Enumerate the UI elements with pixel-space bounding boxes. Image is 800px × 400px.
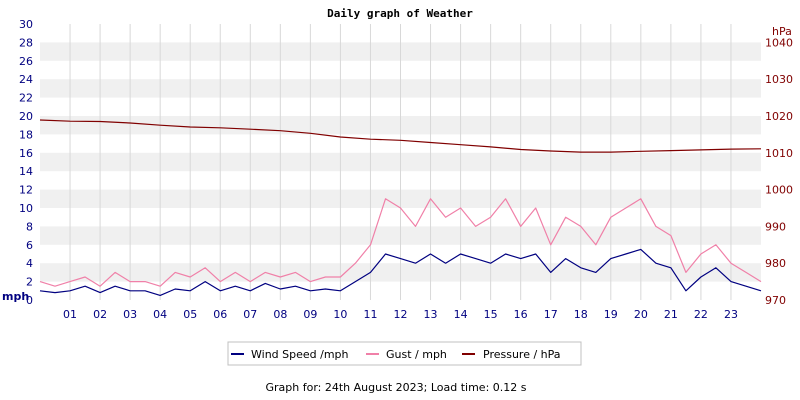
axis-labels: 0246810121416182022242628309709809901000… — [19, 18, 793, 321]
x-tick-label: 04 — [153, 308, 167, 321]
right-tick-label: 1040 — [765, 36, 793, 49]
left-tick-label: 18 — [19, 128, 33, 141]
x-tick-label: 21 — [664, 308, 678, 321]
left-tick-label: 10 — [19, 202, 33, 215]
left-tick-label: 12 — [19, 184, 33, 197]
x-tick-label: 13 — [424, 308, 438, 321]
x-tick-label: 07 — [243, 308, 257, 321]
left-tick-label: 20 — [19, 110, 33, 123]
x-tick-label: 17 — [544, 308, 558, 321]
right-tick-label: 1020 — [765, 110, 793, 123]
left-tick-label: 26 — [19, 55, 33, 68]
series-line-pressure — [39, 119, 762, 153]
left-tick-label: 28 — [19, 36, 33, 49]
x-tick-label: 22 — [694, 308, 708, 321]
series-line-gust — [39, 198, 762, 287]
x-tick-label: 12 — [394, 308, 408, 321]
left-tick-label: 16 — [19, 147, 33, 160]
x-tick-label: 01 — [63, 308, 77, 321]
right-tick-label: 1010 — [765, 147, 793, 160]
legend-label-wind: Wind Speed /mph — [251, 348, 349, 361]
left-tick-label: 30 — [19, 18, 33, 31]
x-tick-label: 14 — [454, 308, 468, 321]
x-tick-label: 19 — [604, 308, 618, 321]
x-tick-label: 11 — [363, 308, 377, 321]
footer-text: Graph for: 24th August 2023; Load time: … — [266, 381, 527, 394]
left-tick-label: 4 — [26, 257, 33, 270]
right-tick-label: 1000 — [765, 184, 793, 197]
left-tick-label: 6 — [26, 239, 33, 252]
x-tick-label: 15 — [484, 308, 498, 321]
series-lines — [39, 119, 762, 296]
x-tick-label: 09 — [303, 308, 317, 321]
right-tick-label: 980 — [765, 257, 786, 270]
left-axis-unit: mph — [2, 290, 29, 303]
right-tick-label: 1030 — [765, 73, 793, 86]
left-tick-label: 0 — [26, 294, 33, 307]
left-tick-label: 2 — [26, 276, 33, 289]
right-tick-label: 990 — [765, 220, 786, 233]
legend-label-gust: Gust / mph — [386, 348, 447, 361]
right-tick-label: 970 — [765, 294, 786, 307]
legend: Wind Speed /mph Gust / mph Pressure / hP… — [227, 341, 582, 366]
x-tick-label: 20 — [634, 308, 648, 321]
grid-lines — [69, 24, 732, 300]
x-tick-label: 10 — [333, 308, 347, 321]
left-tick-label: 14 — [19, 165, 33, 178]
x-tick-label: 05 — [183, 308, 197, 321]
right-axis-unit: hPa — [772, 25, 792, 38]
x-tick-label: 18 — [574, 308, 588, 321]
legend-label-pressure: Pressure / hPa — [483, 348, 561, 361]
x-tick-label: 02 — [93, 308, 107, 321]
left-tick-label: 22 — [19, 92, 33, 105]
legend-box — [227, 341, 582, 366]
left-tick-label: 8 — [26, 220, 33, 233]
series-line-wind — [39, 248, 762, 296]
left-tick-label: 24 — [19, 73, 33, 86]
x-tick-label: 16 — [514, 308, 528, 321]
chart-title: Daily graph of Weather — [327, 7, 473, 20]
x-tick-label: 08 — [273, 308, 287, 321]
x-tick-label: 06 — [213, 308, 227, 321]
x-tick-label: 03 — [123, 308, 137, 321]
x-tick-label: 23 — [724, 308, 738, 321]
